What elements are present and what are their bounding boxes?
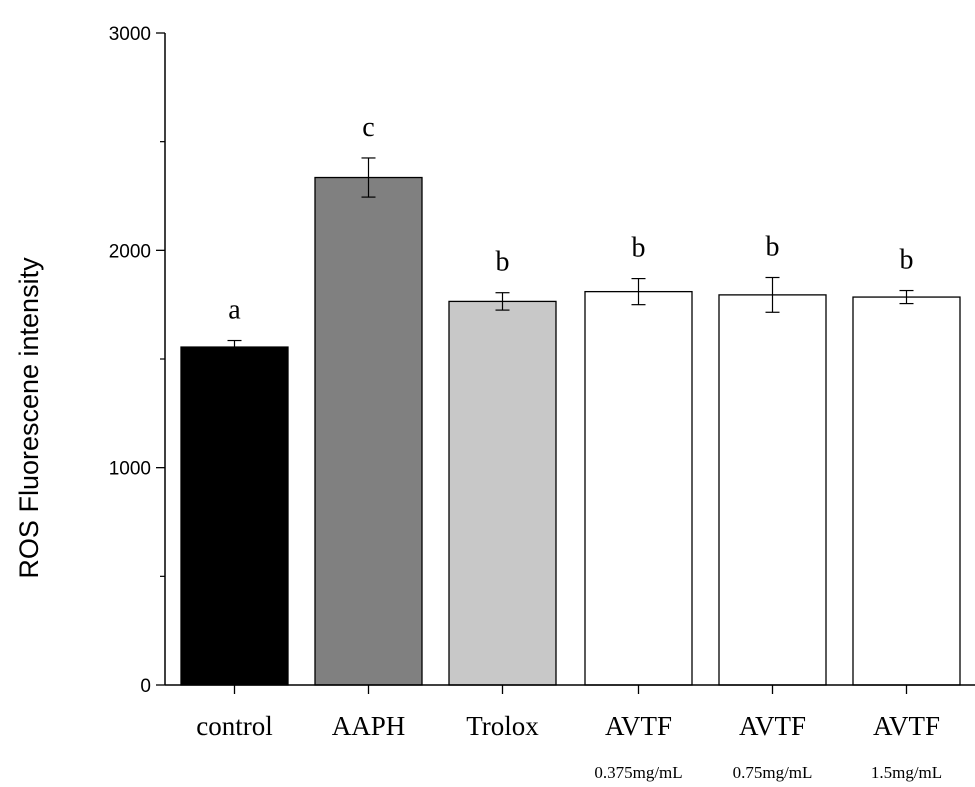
significance-label-3: b	[496, 247, 510, 278]
x-tick-label-6: AVTF	[873, 711, 940, 741]
significance-label-4: b	[632, 233, 646, 264]
bar-5	[718, 294, 827, 686]
x-sublabel-4: 0.375mg/mL	[594, 763, 682, 782]
bar-6	[852, 296, 961, 686]
significance-label-5: b	[766, 232, 780, 263]
y-tick-label-1: 0	[140, 676, 151, 697]
error-bars-layer	[227, 157, 914, 355]
bar-4	[584, 290, 693, 686]
x-tick-label-3: Trolox	[466, 711, 539, 741]
significance-label-6: b	[900, 245, 914, 276]
x-tick-label-2: AAPH	[332, 711, 406, 741]
bar-1	[180, 346, 289, 686]
x-tick-label-4: AVTF	[605, 711, 672, 741]
x-sublabel-5: 0.75mg/mL	[733, 763, 813, 782]
axes-layer	[156, 32, 975, 694]
bars-layer	[180, 176, 961, 686]
bar-2	[314, 176, 423, 686]
y-tick-label-2: 1000	[109, 459, 151, 480]
x-tick-label-5: AVTF	[739, 711, 806, 741]
y-tick-label-3: 2000	[109, 241, 151, 262]
y-tick-label-4: 3000	[109, 24, 151, 45]
bar-3	[448, 300, 557, 686]
significance-label-2: c	[362, 112, 374, 143]
y-axis-label: ROS Fluorescene intensity	[14, 257, 44, 579]
labels-layer: a control c AAPH b Trolox b AVTF 0.375mg/mL b AVTF…	[109, 24, 942, 782]
x-sublabel-6: 1.5mg/mL	[871, 763, 942, 782]
significance-label-1: a	[228, 295, 241, 326]
x-tick-label-1: control	[196, 711, 272, 741]
